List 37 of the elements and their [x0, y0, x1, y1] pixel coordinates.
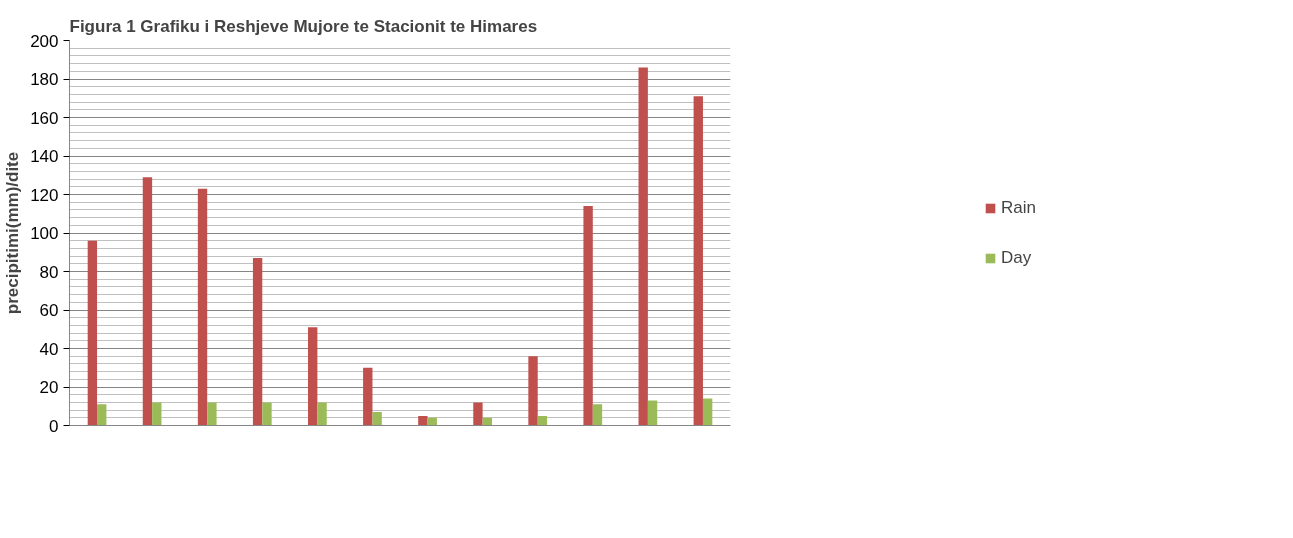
bar: [473, 402, 483, 426]
bar: [372, 412, 382, 426]
bar: [262, 402, 272, 426]
legend-label: Rain: [1001, 197, 1036, 218]
y-tick-label: 180: [30, 70, 59, 89]
bar: [363, 367, 373, 426]
y-tick-label: 60: [39, 301, 59, 320]
y-tick-label: 80: [39, 262, 59, 282]
bar: [638, 67, 648, 426]
y-tick-label: 200: [30, 31, 59, 51]
bar: [308, 327, 318, 426]
bar: [693, 96, 703, 426]
bar: [152, 402, 162, 426]
y-axis-title: precipitimi(mm)/dite: [3, 151, 23, 315]
bar: [87, 240, 98, 426]
y-tick-label: 120: [30, 185, 59, 205]
bar: [142, 177, 153, 426]
legend-label: Day: [1001, 247, 1032, 268]
bar: [207, 402, 217, 426]
bar: [647, 400, 658, 426]
bar: [592, 404, 603, 426]
bar: [317, 402, 327, 426]
y-tick-label: 100: [30, 224, 59, 243]
bar: [418, 415, 428, 426]
y-tick-label: 0: [49, 416, 59, 436]
bar: [537, 415, 548, 426]
y-tick-label: 160: [30, 108, 59, 128]
bar: [197, 188, 208, 426]
bar: [583, 206, 593, 426]
bar: [702, 398, 713, 426]
y-tick-label: 140: [30, 147, 59, 166]
bar: [528, 356, 538, 426]
bar: [252, 258, 263, 426]
bar: [97, 404, 107, 426]
chart-title: Figura 1 Grafiku i Reshjeve Mujore te Stacionit te Himares: [69, 16, 538, 36]
y-tick-label: 20: [39, 378, 59, 397]
y-tick-label: 40: [39, 339, 59, 359]
